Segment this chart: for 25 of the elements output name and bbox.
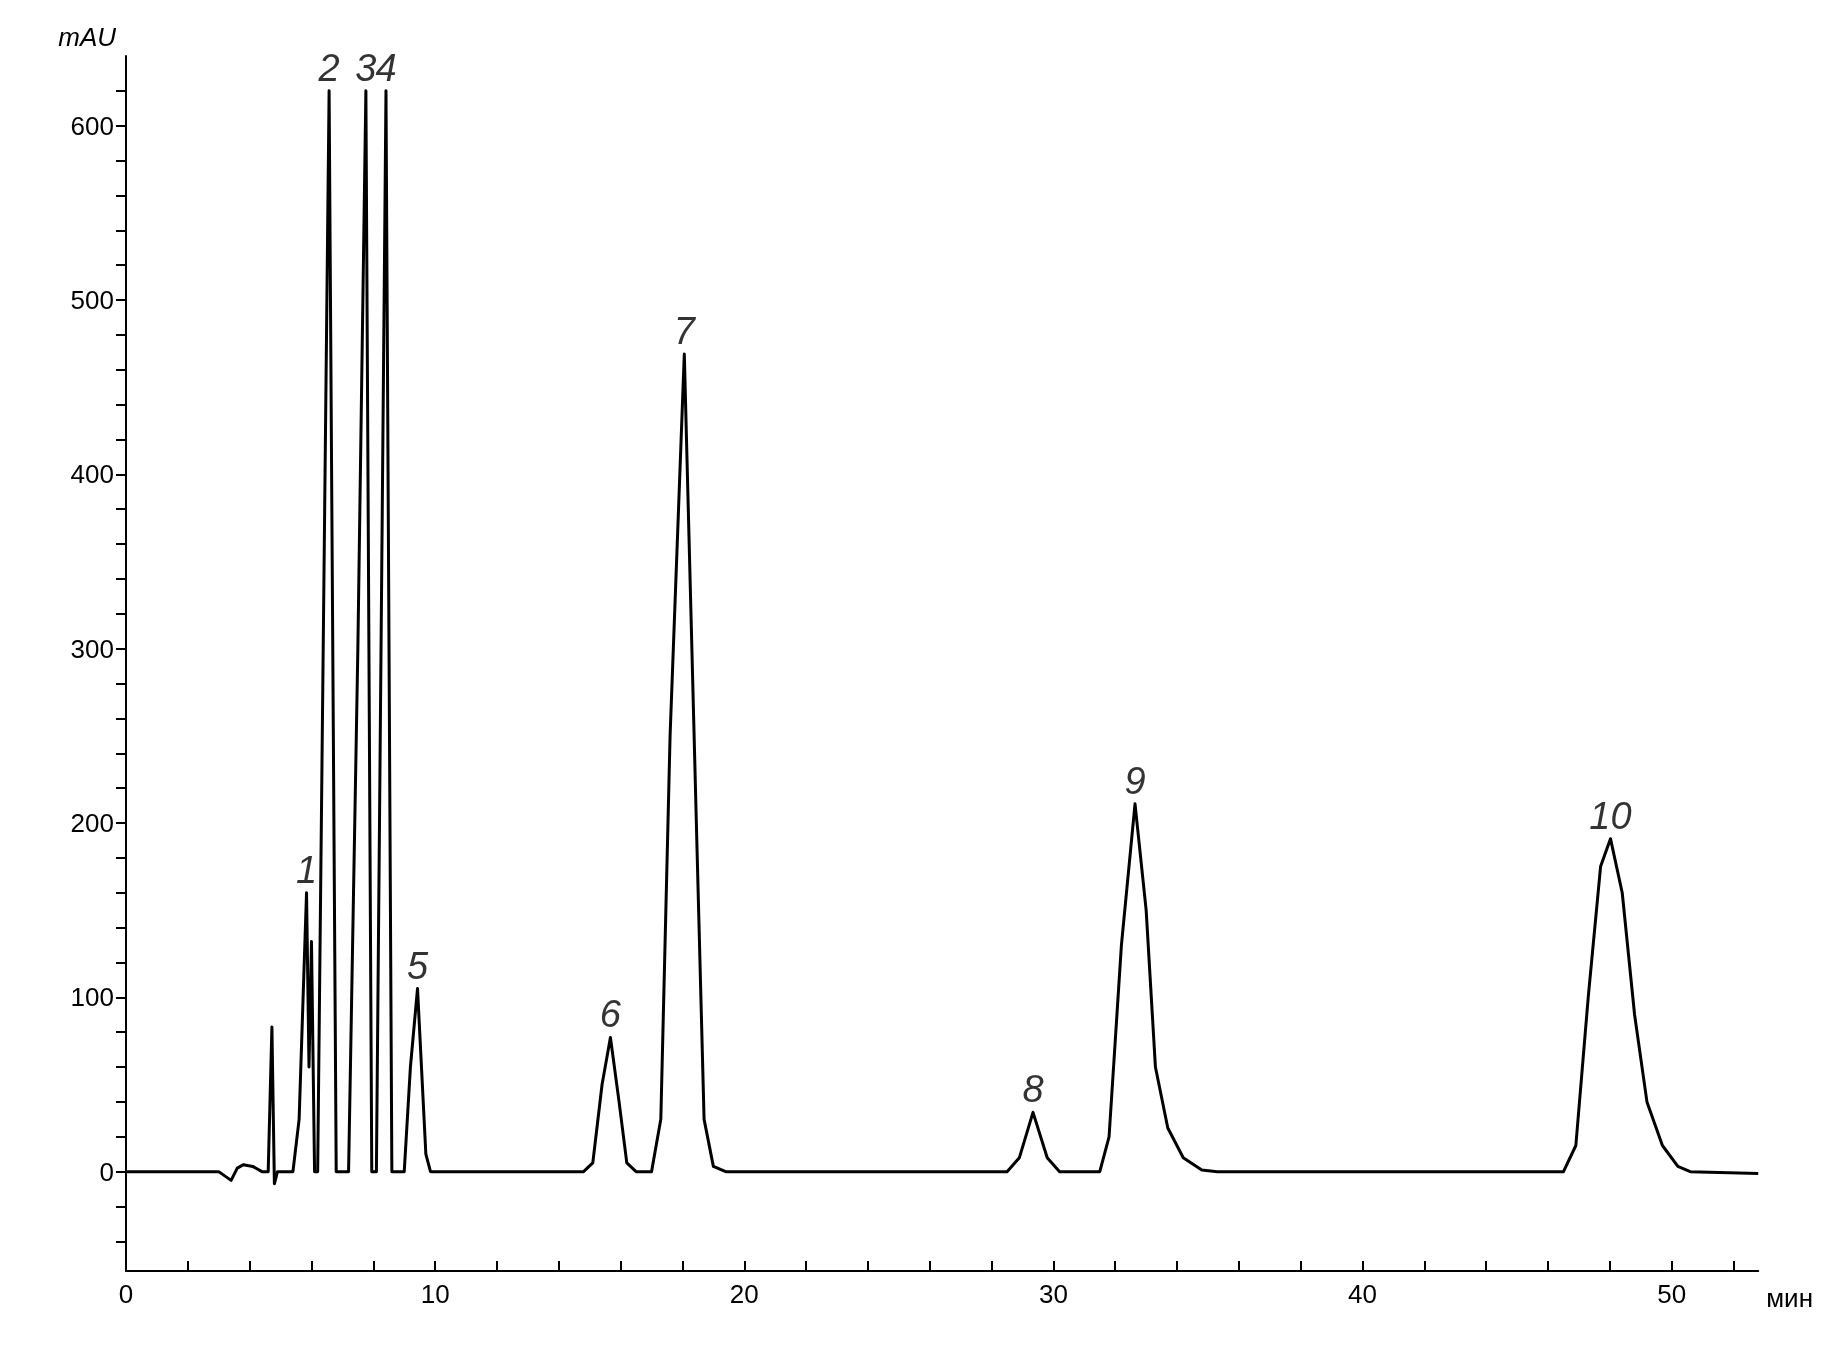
annotation: 3 xyxy=(355,46,377,89)
y-tick-label: 200 xyxy=(70,808,114,838)
annotation: 10 xyxy=(1589,794,1632,837)
x-tick-label: 10 xyxy=(420,1279,450,1309)
annotation: 6 xyxy=(599,993,622,1036)
annotation: 1 xyxy=(295,848,318,891)
y-tick-label: 400 xyxy=(70,459,114,490)
x-tick-label: 20 xyxy=(729,1279,759,1309)
annotation: 8 xyxy=(1022,1068,1044,1111)
annotation: 4 xyxy=(375,46,397,89)
annotation: 2 xyxy=(317,46,340,89)
y-tick-label: 300 xyxy=(70,633,114,664)
x-tick-label: 50 xyxy=(1657,1279,1687,1309)
y-axis-title: mAU xyxy=(58,22,117,52)
x-tick-label: 0 xyxy=(118,1279,134,1309)
y-tick-label: 100 xyxy=(70,982,114,1013)
y-tick-label: 500 xyxy=(70,285,114,316)
x-tick-label: 30 xyxy=(1038,1279,1068,1309)
x-axis-title: мин xyxy=(1766,1283,1814,1313)
annotation: 9 xyxy=(1124,759,1146,802)
x-tick-label: 40 xyxy=(1348,1279,1378,1309)
annotation: 7 xyxy=(673,310,697,353)
annotation: 5 xyxy=(406,944,429,987)
y-tick-label: 600 xyxy=(70,110,114,141)
y-tick-label: 0 xyxy=(99,1156,114,1187)
